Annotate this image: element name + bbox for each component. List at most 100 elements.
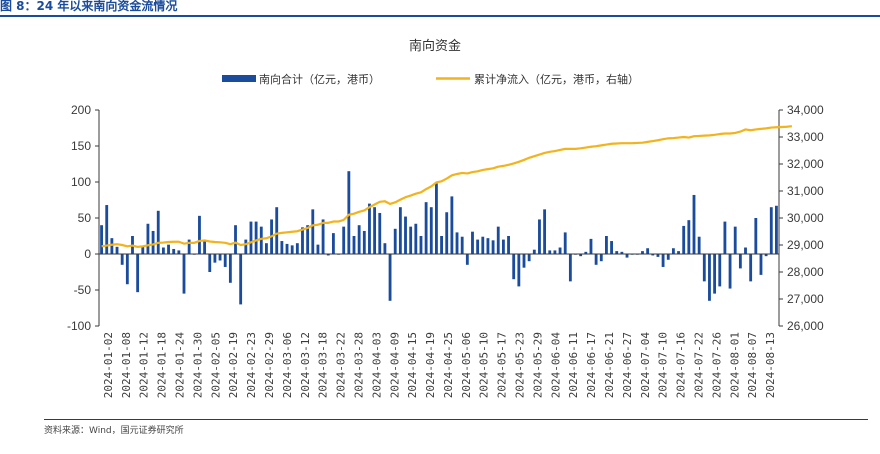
bar — [543, 209, 547, 254]
right-tick-label: 29,000 — [787, 238, 824, 252]
bar — [702, 254, 706, 282]
bar — [496, 226, 500, 254]
bar — [306, 225, 310, 254]
bar — [718, 254, 722, 287]
bar — [167, 244, 170, 254]
bar — [368, 203, 371, 254]
x-tick-label: 2024-03-18 — [317, 332, 330, 398]
bar — [548, 250, 552, 254]
right-y-axis: 34,000 33,000 32,000 31,000 30,000 29,000 28,0… — [778, 103, 824, 333]
bar — [646, 248, 650, 254]
bar — [615, 251, 619, 254]
bar — [471, 231, 474, 254]
bar — [352, 236, 356, 254]
left-tick-label: 150 — [71, 139, 91, 153]
x-tick-label: 2024-02-23 — [245, 332, 258, 398]
bar — [321, 219, 325, 254]
x-tick-label: 2024-07-16 — [675, 332, 688, 398]
bar — [625, 254, 629, 258]
bar — [692, 194, 696, 254]
bar — [460, 236, 464, 254]
bar — [239, 254, 243, 305]
bar — [218, 254, 222, 261]
bar — [373, 207, 377, 254]
bar — [440, 236, 443, 254]
x-tick-label: 2024-06-17 — [585, 332, 598, 398]
header-rule — [0, 15, 880, 17]
bar — [110, 238, 114, 254]
x-tick-label: 2024-06-27 — [621, 332, 634, 398]
x-tick-label: 2024-07-04 — [639, 332, 652, 399]
bar — [610, 241, 613, 254]
bar — [419, 236, 423, 254]
x-tick-label: 2024-08-07 — [746, 332, 759, 398]
bar — [254, 221, 258, 254]
bar — [172, 248, 176, 254]
bar — [151, 230, 155, 254]
bar — [115, 246, 119, 254]
bar — [357, 225, 361, 254]
bar — [187, 239, 191, 254]
bar — [362, 230, 366, 254]
right-tick-label: 32,000 — [787, 157, 824, 171]
bar — [620, 251, 624, 254]
x-tick-label: 2024-01-30 — [191, 332, 204, 398]
right-tick-label: 30,000 — [787, 211, 824, 225]
bar — [584, 251, 588, 254]
bar — [198, 215, 201, 254]
legend-bar-label: 南向合计（亿元，港币） — [259, 72, 380, 86]
x-tick-label: 2024-02-05 — [209, 332, 222, 398]
bar — [465, 254, 469, 265]
bar — [136, 254, 140, 293]
bar — [651, 254, 655, 256]
bar — [223, 254, 227, 267]
x-tick-label: 2024-05-17 — [496, 332, 509, 398]
bar — [161, 247, 165, 254]
bar — [671, 248, 675, 254]
x-tick-label: 2024-05-23 — [514, 332, 527, 398]
x-tick-label: 2024-01-18 — [156, 332, 169, 398]
bar — [553, 250, 557, 254]
bar — [234, 225, 237, 254]
bar — [342, 226, 346, 254]
bar — [728, 254, 732, 289]
bar — [749, 254, 753, 282]
bar — [775, 205, 778, 254]
bar — [301, 227, 304, 254]
x-tick-label: 2024-03-12 — [299, 332, 312, 398]
bar — [414, 223, 418, 254]
cumulative-line-series — [101, 125, 792, 248]
bar — [295, 243, 299, 254]
x-tick-label: 2024-05-06 — [460, 332, 473, 398]
bar — [429, 207, 433, 254]
bar — [522, 254, 526, 268]
bar — [146, 223, 150, 254]
bar — [244, 239, 248, 254]
x-tick-label: 2024-01-24 — [174, 332, 187, 399]
right-tick-label: 34,000 — [787, 103, 824, 117]
left-tick-label: 200 — [71, 103, 91, 117]
bar — [476, 239, 480, 254]
right-tick-label: 26,000 — [787, 319, 824, 333]
bar — [208, 254, 212, 272]
x-tick-label: 2024-03-22 — [335, 332, 348, 398]
x-tick-label: 2024-02-29 — [263, 332, 276, 398]
bar — [656, 254, 660, 257]
x-tick-label: 2024-08-13 — [764, 332, 777, 398]
x-tick-label: 2024-04-19 — [424, 332, 437, 398]
bar — [455, 232, 459, 254]
bar — [213, 254, 217, 263]
right-tick-label: 27,000 — [787, 292, 824, 306]
bar — [687, 220, 691, 254]
bar — [579, 254, 583, 257]
bar — [105, 205, 109, 254]
bar — [100, 225, 103, 254]
southbound-fund-chart: 南向资金 南向合计（亿元，港币） 累计净流入（亿元，港币，右轴） 200 150 1… — [67, 38, 824, 399]
bar — [532, 249, 536, 254]
bottom-rule — [44, 419, 868, 420]
x-tick-label: 2024-06-11 — [567, 332, 580, 398]
bar — [527, 254, 531, 262]
bar — [507, 236, 510, 254]
bar — [754, 218, 758, 254]
bar — [641, 251, 644, 254]
